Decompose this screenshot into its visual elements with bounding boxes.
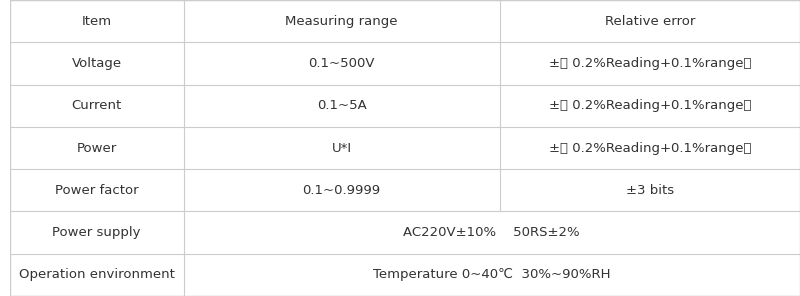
Text: Temperature 0~40℃  30%~90%RH: Temperature 0~40℃ 30%~90%RH [373, 268, 610, 281]
Text: Voltage: Voltage [72, 57, 122, 70]
Text: Power: Power [77, 141, 117, 155]
Text: ±（ 0.2%Reading+0.1%range）: ±（ 0.2%Reading+0.1%range） [549, 141, 751, 155]
Text: Current: Current [71, 99, 122, 112]
Text: U*I: U*I [331, 141, 352, 155]
Text: Relative error: Relative error [605, 15, 695, 28]
Text: 0.1~5A: 0.1~5A [317, 99, 366, 112]
Text: Power factor: Power factor [55, 184, 138, 197]
Text: Item: Item [82, 15, 112, 28]
Text: 0.1~0.9999: 0.1~0.9999 [302, 184, 381, 197]
Text: Operation environment: Operation environment [18, 268, 174, 281]
Text: ±（ 0.2%Reading+0.1%range）: ±（ 0.2%Reading+0.1%range） [549, 57, 751, 70]
Text: AC220V±10%    50RS±2%: AC220V±10% 50RS±2% [403, 226, 580, 239]
Text: ±3 bits: ±3 bits [626, 184, 674, 197]
Text: ±（ 0.2%Reading+0.1%range）: ±（ 0.2%Reading+0.1%range） [549, 99, 751, 112]
Text: 0.1~500V: 0.1~500V [308, 57, 375, 70]
Text: Measuring range: Measuring range [286, 15, 398, 28]
Text: Power supply: Power supply [53, 226, 141, 239]
